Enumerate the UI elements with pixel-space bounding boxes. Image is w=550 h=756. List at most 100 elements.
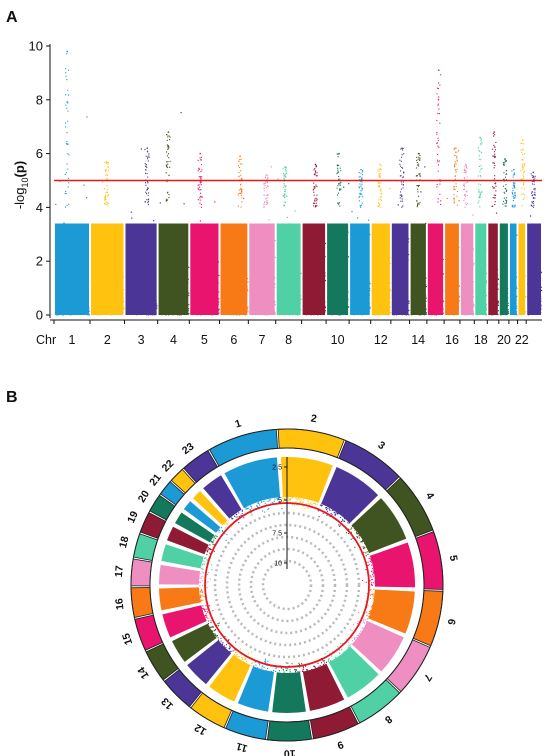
manhattan-point (379, 196, 381, 198)
manhattan-point (337, 172, 339, 174)
manhattan-point (453, 194, 455, 196)
manhattan-point (437, 164, 439, 166)
manhattan-point (456, 204, 458, 206)
manhattan-point (265, 198, 267, 200)
manhattan-point (502, 203, 504, 205)
manhattan-point (165, 199, 167, 201)
manhattan-point (165, 200, 167, 202)
manhattan-point (188, 292, 190, 294)
manhattan-point (102, 181, 104, 183)
chromosome-3-points (125, 147, 158, 316)
manhattan-point (505, 199, 507, 201)
manhattan-point (473, 312, 475, 315)
manhattan-point (313, 191, 315, 193)
manhattan-point (361, 181, 363, 183)
manhattan-point (104, 199, 106, 201)
manhattan-point (399, 163, 401, 165)
manhattan-point (105, 171, 107, 173)
manhattan-point (338, 188, 340, 190)
manhattan-point (506, 199, 508, 201)
manhattan-point (247, 290, 249, 292)
manhattan-point (400, 188, 402, 190)
manhattan-point (266, 199, 268, 201)
manhattan-point (463, 194, 465, 196)
manhattan-point (314, 198, 316, 200)
manhattan-point (324, 279, 326, 282)
manhattan-peak-point (455, 147, 457, 149)
manhattan-point (313, 202, 315, 204)
manhattan-point (417, 158, 419, 160)
manhattan-point (337, 165, 339, 167)
manhattan-point (379, 186, 381, 188)
manhattan-point (480, 151, 482, 153)
manhattan-point (456, 195, 458, 197)
manhattan-point (285, 176, 287, 178)
manhattan-point (148, 198, 150, 200)
manhattan-point (437, 88, 439, 90)
manhattan-point (437, 87, 439, 89)
manhattan-point (130, 211, 132, 213)
manhattan-point (453, 198, 455, 200)
chromosome-9-base (302, 223, 326, 315)
manhattan-point (86, 116, 88, 118)
manhattan-point (64, 126, 66, 128)
manhattan-point (167, 149, 169, 151)
manhattan-point (218, 308, 220, 310)
manhattan-point (437, 98, 439, 100)
manhattan-point (497, 304, 499, 306)
chromosome-4-points (158, 112, 190, 316)
manhattan-point (402, 149, 404, 151)
manhattan-point (65, 193, 67, 195)
manhattan-point (267, 194, 269, 196)
manhattan-point (389, 312, 391, 314)
manhattan-point (284, 193, 286, 195)
manhattan-point (399, 194, 401, 196)
manhattan-point (266, 203, 268, 205)
manhattan-point (400, 160, 402, 162)
manhattan-point (339, 182, 341, 184)
manhattan-point (440, 200, 442, 202)
manhattan-point (88, 314, 90, 316)
manhattan-point (493, 135, 495, 137)
manhattan-point (240, 170, 242, 172)
manhattan-point (359, 192, 361, 194)
chromosome-15-points (427, 69, 445, 316)
manhattan-point (104, 203, 106, 205)
manhattan-point (337, 153, 339, 155)
manhattan-point (201, 195, 203, 197)
chromosome-13-points (391, 147, 410, 316)
manhattan-point (463, 186, 465, 188)
manhattan-point (516, 295, 518, 297)
manhattan-point (463, 195, 465, 197)
manhattan-point (340, 188, 342, 190)
manhattan-point (417, 188, 419, 190)
manhattan-point (284, 191, 286, 193)
manhattan-point (285, 167, 287, 169)
manhattan-point (419, 160, 421, 162)
manhattan-point (168, 135, 170, 137)
manhattan-point (479, 196, 481, 198)
manhattan-point (66, 141, 68, 143)
manhattan-point (267, 177, 269, 179)
manhattan-point (241, 201, 243, 203)
manhattan-point (408, 238, 410, 240)
manhattan-point (463, 177, 465, 179)
manhattan-point (478, 200, 480, 202)
manhattan-point (86, 197, 88, 199)
manhattan-point (284, 169, 286, 171)
manhattan-point (314, 200, 316, 202)
manhattan-point (240, 189, 242, 191)
manhattan-point (399, 159, 401, 161)
manhattan-point (399, 197, 401, 199)
manhattan-point (478, 155, 480, 157)
manhattan-point (146, 188, 148, 190)
manhattan-point (454, 169, 456, 171)
chromosome-21-points (509, 169, 518, 316)
chromosome-6-points (220, 155, 249, 316)
manhattan-point (458, 285, 460, 287)
manhattan-point (263, 183, 265, 185)
manhattan-point (438, 146, 440, 148)
manhattan-point (438, 99, 440, 101)
manhattan-point (399, 175, 401, 177)
manhattan-point (197, 199, 199, 201)
